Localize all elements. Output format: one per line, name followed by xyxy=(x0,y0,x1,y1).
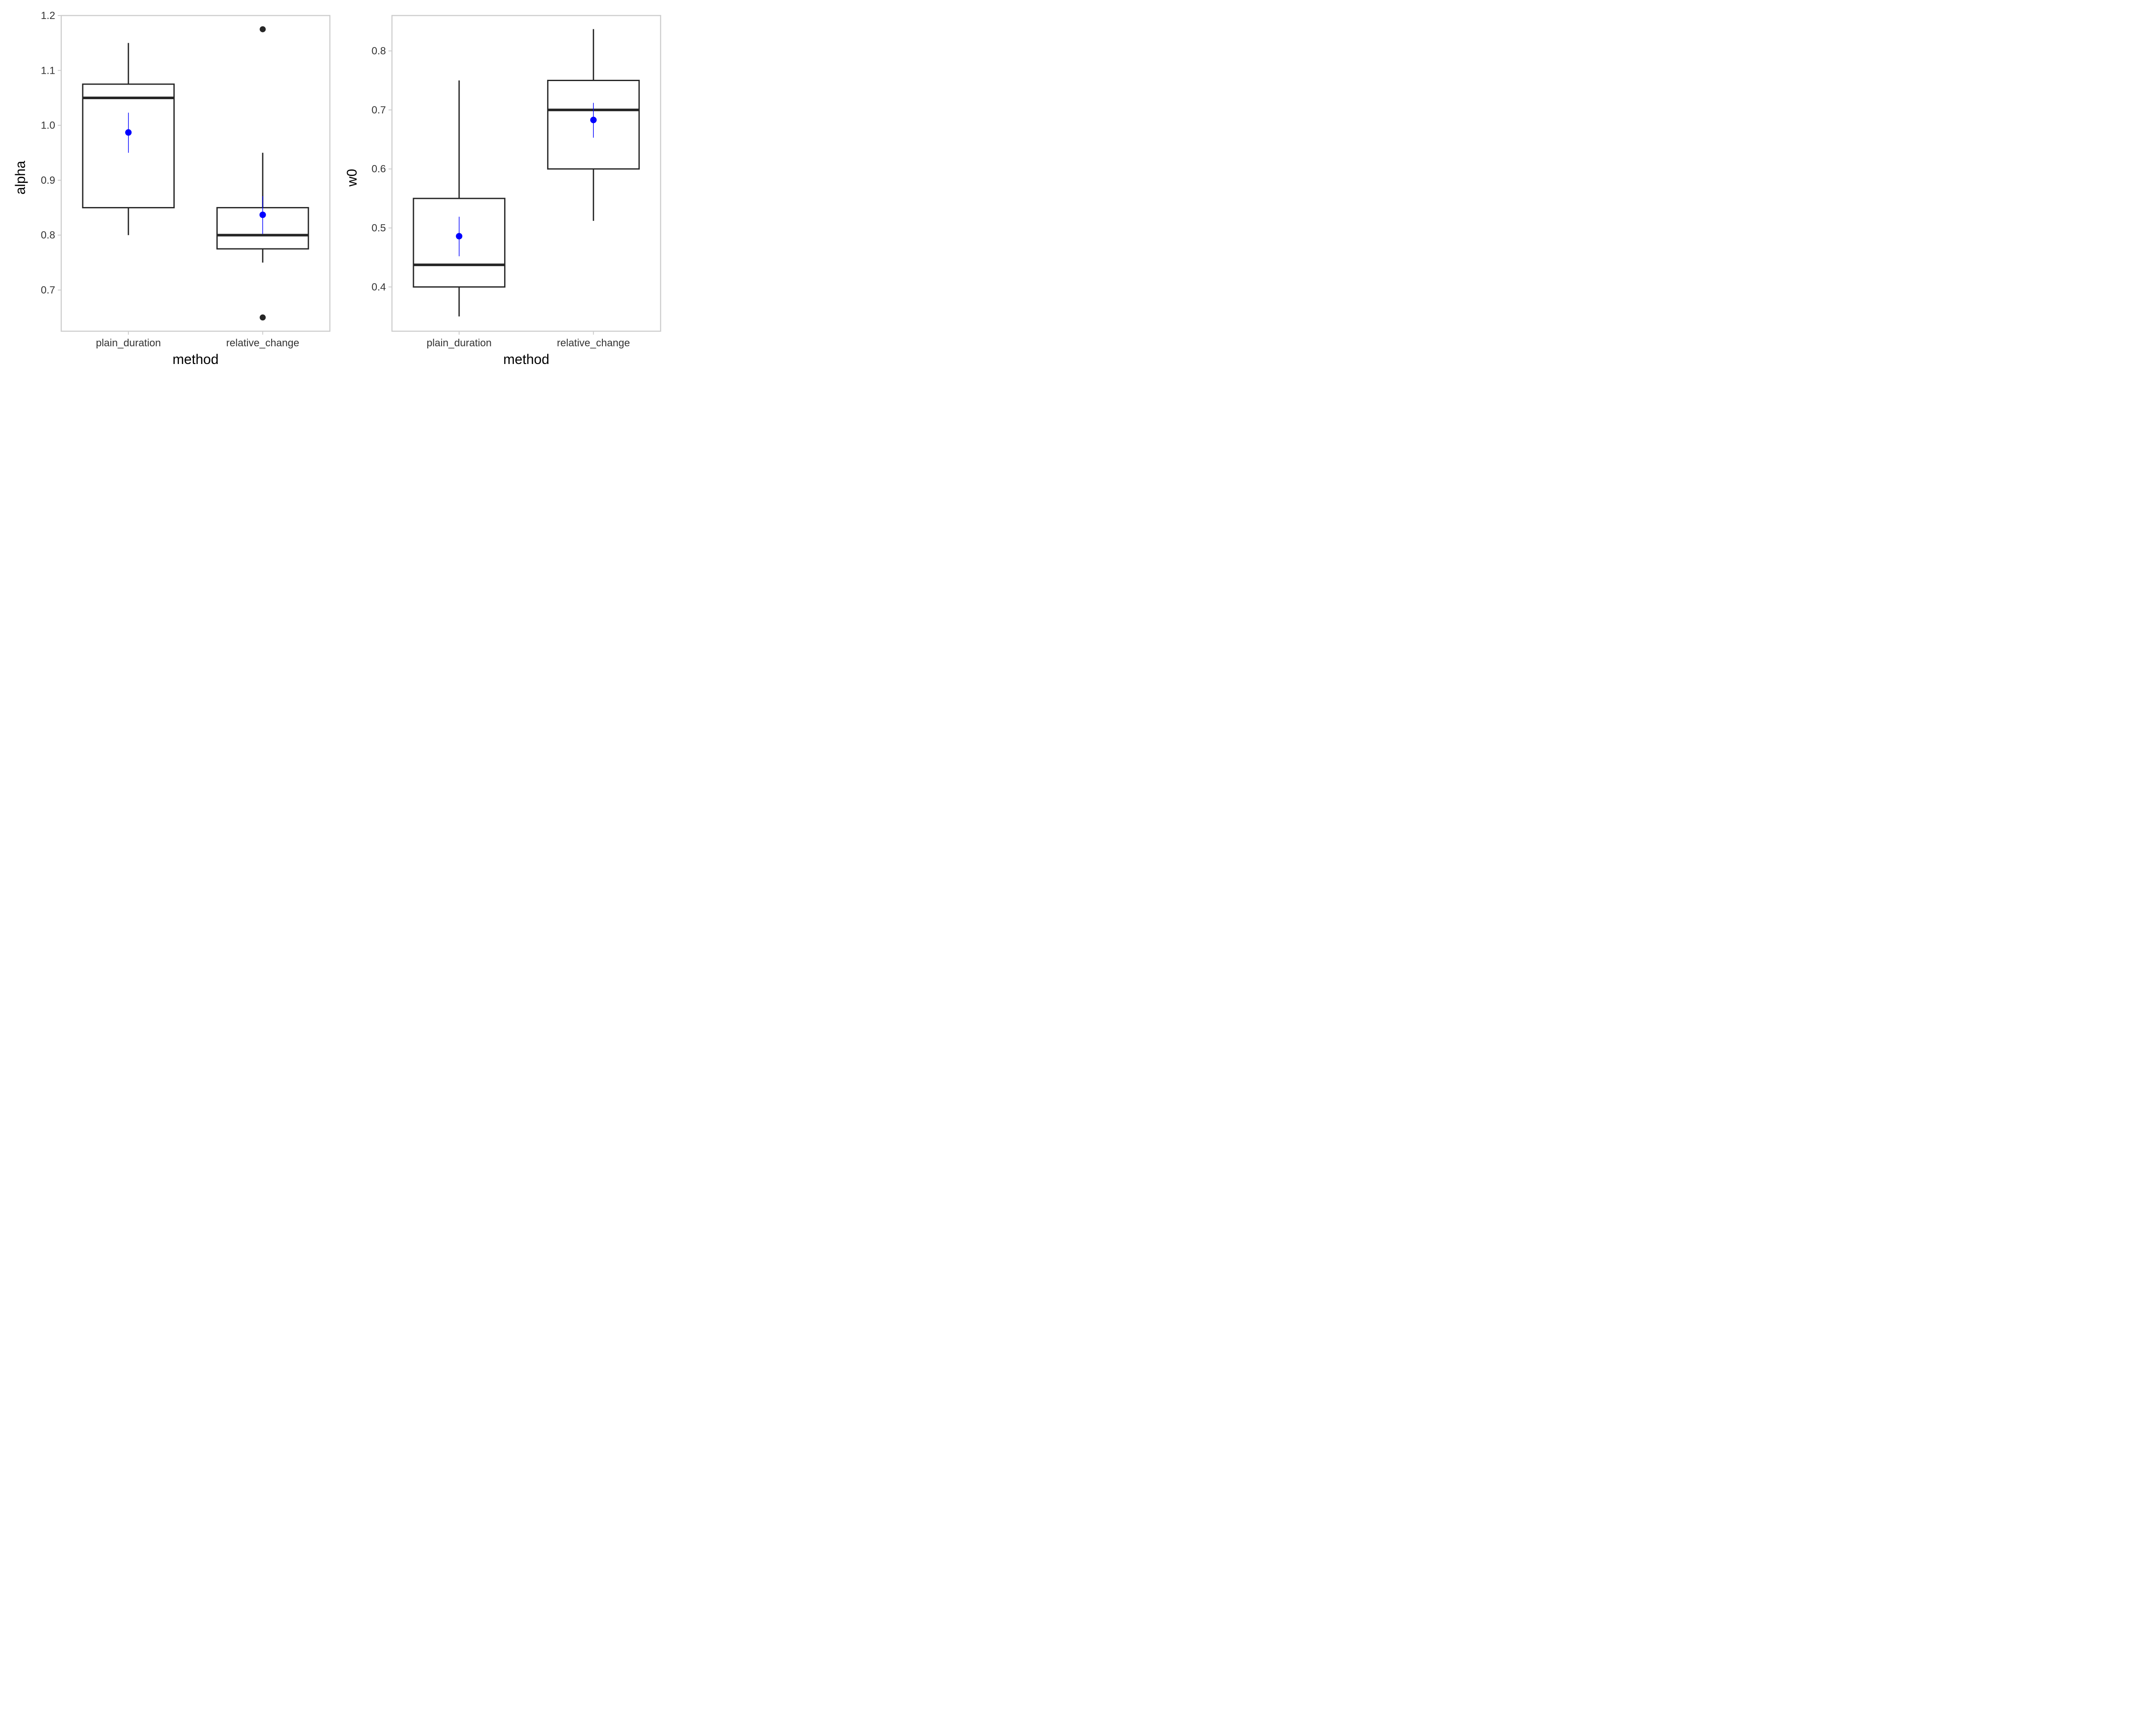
x-axis-title: method xyxy=(172,351,219,367)
x-tick-label-plain-duration: plain_duration xyxy=(96,337,161,349)
interquartile-box xyxy=(547,80,640,170)
alpha-boxplot-panel: 0.7 0.8 0.9 1.0 1.1 1.2 plain_duration relative… xyxy=(13,10,331,367)
mean-point xyxy=(125,129,132,136)
box-plain-duration xyxy=(82,43,175,235)
panel-border xyxy=(60,15,331,332)
mean-point xyxy=(456,233,463,240)
y-tick-label: 0.8 xyxy=(372,45,386,57)
box-plain-duration xyxy=(413,80,506,317)
y-tick-label: 0.8 xyxy=(41,229,55,241)
y-axis-title: w0 xyxy=(344,169,360,187)
y-tick-label: 0.9 xyxy=(41,175,55,186)
box-relative-change xyxy=(547,29,640,221)
outlier-point xyxy=(260,314,266,321)
x-tick-label-relative-change: relative_change xyxy=(226,337,299,349)
y-tick-label: 0.7 xyxy=(372,104,386,116)
y-tick-label: 0.5 xyxy=(372,223,386,234)
interquartile-box xyxy=(82,83,175,209)
y-tick-label: 0.6 xyxy=(372,163,386,175)
y-tick-label: 0.7 xyxy=(41,285,55,296)
outlier-point xyxy=(260,26,266,32)
interquartile-box xyxy=(413,198,506,288)
y-tick-label: 1.2 xyxy=(41,10,55,22)
boxplot-figure: 0.7 0.8 0.9 1.0 1.1 1.2 plain_duration relative… xyxy=(13,10,661,367)
x-tick-label-relative-change: relative_change xyxy=(557,337,630,349)
x-axis-title: method xyxy=(503,351,549,367)
panel-border xyxy=(391,15,661,332)
y-tick-label: 1.0 xyxy=(41,120,55,132)
y-axis-title: alpha xyxy=(13,161,28,195)
box-relative-change xyxy=(216,26,309,321)
mean-point xyxy=(590,116,597,123)
w0-boxplot-panel: 0.4 0.5 0.6 0.7 0.8 plain_duration relative_ch… xyxy=(344,15,661,367)
x-tick-label-plain-duration: plain_duration xyxy=(426,337,492,349)
mean-point xyxy=(259,211,266,218)
y-tick-label: 1.1 xyxy=(41,65,55,76)
y-tick-label: 0.4 xyxy=(372,281,386,293)
